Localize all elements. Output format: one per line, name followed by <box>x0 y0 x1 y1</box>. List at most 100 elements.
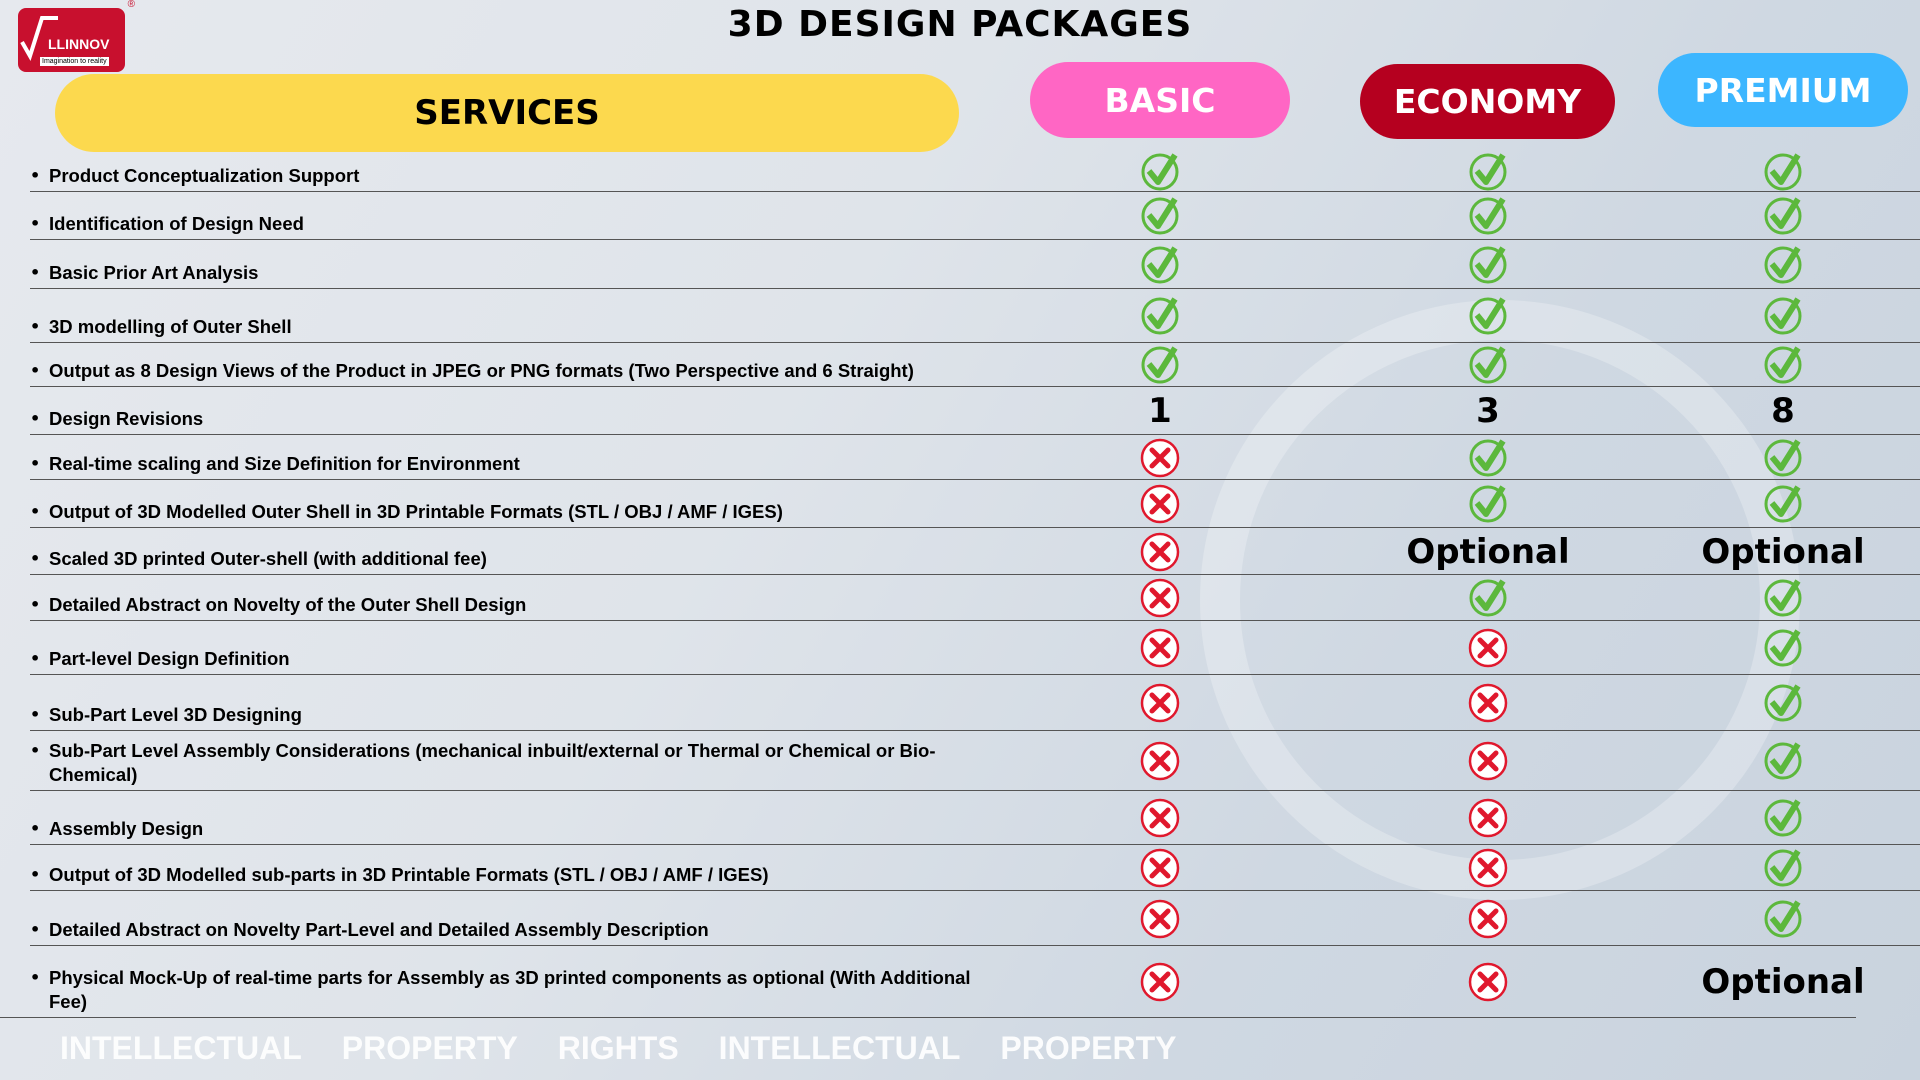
check-icon <box>1753 480 1813 528</box>
service-label: Detailed Abstract on Novelty of the Oute… <box>49 594 527 615</box>
service-label: Sub-Part Level Assembly Considerations (… <box>49 740 936 785</box>
table-row: • Part-level Design Definition <box>0 621 1920 675</box>
row-divider <box>30 620 1920 621</box>
table-row: • Design Revisions 1 3 8 <box>0 387 1920 435</box>
cross-icon <box>1458 791 1518 845</box>
basic-cell: 1 <box>1130 387 1190 435</box>
check-icon <box>1458 152 1518 192</box>
row-divider <box>30 386 1920 387</box>
watermark-text: PROPERTY <box>341 1030 518 1066</box>
cross-icon <box>1458 621 1518 675</box>
table-row: • Output of 3D Modelled sub-parts in 3D P… <box>0 845 1920 891</box>
bullet: • <box>30 263 41 282</box>
table-row: • Assembly Design <box>0 791 1920 845</box>
bullet: • <box>30 317 41 336</box>
cross-icon <box>1458 845 1518 891</box>
table-row: • Product Conceptualization Support <box>0 152 1920 192</box>
table-row: • Sub-Part Level Assembly Considerations … <box>0 731 1920 791</box>
economy-header: ECONOMY <box>1360 64 1615 139</box>
service-label: Basic Prior Art Analysis <box>49 262 259 283</box>
row-divider <box>30 790 1920 791</box>
check-icon <box>1458 289 1518 343</box>
check-icon <box>1753 192 1813 240</box>
row-divider <box>0 1017 1856 1018</box>
row-divider <box>30 342 1920 343</box>
cross-icon <box>1458 675 1518 731</box>
bullet: • <box>30 865 41 884</box>
bullet: • <box>30 166 41 185</box>
check-icon <box>1753 289 1813 343</box>
check-icon <box>1130 152 1190 192</box>
service-label: Physical Mock-Up of real-time parts for … <box>49 967 971 1012</box>
bullet: • <box>30 649 41 668</box>
table-row: • Scaled 3D printed Outer-shell (with add… <box>0 528 1920 575</box>
premium-value: Optional <box>1701 531 1865 572</box>
basic-header: BASIC <box>1030 62 1290 138</box>
check-icon <box>1753 675 1813 731</box>
service-label: Part-level Design Definition <box>49 648 290 669</box>
premium-cell: Optional <box>1701 528 1864 575</box>
basic-value: 1 <box>1148 391 1172 431</box>
premium-header: PREMIUM <box>1658 53 1908 127</box>
economy-value: 3 <box>1476 391 1500 431</box>
check-icon <box>1753 575 1813 621</box>
cross-icon <box>1130 946 1190 1018</box>
table-row: • Real-time scaling and Size Definition f… <box>0 435 1920 480</box>
bullet: • <box>30 741 41 760</box>
bullet: • <box>30 920 41 939</box>
cross-icon <box>1458 891 1518 946</box>
table-row: • 3D modelling of Outer Shell <box>0 289 1920 343</box>
check-icon <box>1753 152 1813 192</box>
bullet: • <box>30 968 41 987</box>
watermark-text: PROPERTY <box>1000 1030 1177 1066</box>
table-row: • Detailed Abstract on Novelty of the Out… <box>0 575 1920 621</box>
cross-icon <box>1458 946 1518 1018</box>
check-icon <box>1753 240 1813 289</box>
row-divider <box>30 479 1920 480</box>
cross-icon <box>1130 845 1190 891</box>
check-icon <box>1753 845 1813 891</box>
check-icon <box>1753 621 1813 675</box>
table-row: • Output as 8 Design Views of the Product… <box>0 343 1920 387</box>
check-icon <box>1458 435 1518 480</box>
service-label: Real-time scaling and Size Definition fo… <box>49 453 520 474</box>
service-label: Output of 3D Modelled sub-parts in 3D Pr… <box>49 864 769 885</box>
premium-value: 8 <box>1771 391 1795 431</box>
bullet: • <box>30 361 41 380</box>
service-label: Sub-Part Level 3D Designing <box>49 704 302 725</box>
bullet: • <box>30 409 41 428</box>
service-label: Detailed Abstract on Novelty Part-Level … <box>49 919 709 940</box>
services-header: SERVICES <box>55 74 959 152</box>
service-label: Product Conceptualization Support <box>49 165 360 186</box>
check-icon <box>1458 240 1518 289</box>
check-icon <box>1130 192 1190 240</box>
watermark-text: INTELLECTUAL <box>60 1030 302 1066</box>
allinnov-logo: LLINNOV Imagination to reality ® <box>18 0 135 72</box>
check-icon <box>1753 791 1813 845</box>
cross-icon <box>1130 528 1190 575</box>
premium-cell: Optional <box>1701 946 1864 1018</box>
bullet: • <box>30 705 41 724</box>
logo-tagline: Imagination to reality <box>40 57 109 66</box>
page-title: 3D DESIGN PACKAGES <box>727 4 1193 45</box>
row-divider <box>30 844 1920 845</box>
watermark-text: INTELLECTUAL <box>718 1030 961 1066</box>
service-label: Output as 8 Design Views of the Product … <box>49 360 914 381</box>
service-label: Output of 3D Modelled Outer Shell in 3D … <box>49 501 783 522</box>
check-icon <box>1753 435 1813 480</box>
table-row: • Identification of Design Need <box>0 192 1920 240</box>
sqrt-icon <box>20 16 58 61</box>
cross-icon <box>1130 791 1190 845</box>
row-divider <box>30 730 1920 731</box>
cross-icon <box>1458 731 1518 791</box>
service-label: 3D modelling of Outer Shell <box>49 316 292 337</box>
table-row: • Basic Prior Art Analysis <box>0 240 1920 289</box>
economy-value: Optional <box>1406 531 1570 572</box>
watermark-text: RIGHTS <box>557 1030 679 1066</box>
row-divider <box>30 890 1920 891</box>
row-divider <box>30 288 1920 289</box>
service-label: Scaled 3D printed Outer-shell (with addi… <box>49 548 487 569</box>
economy-cell: 3 <box>1458 387 1518 435</box>
check-icon <box>1458 343 1518 387</box>
row-divider <box>30 945 1920 946</box>
